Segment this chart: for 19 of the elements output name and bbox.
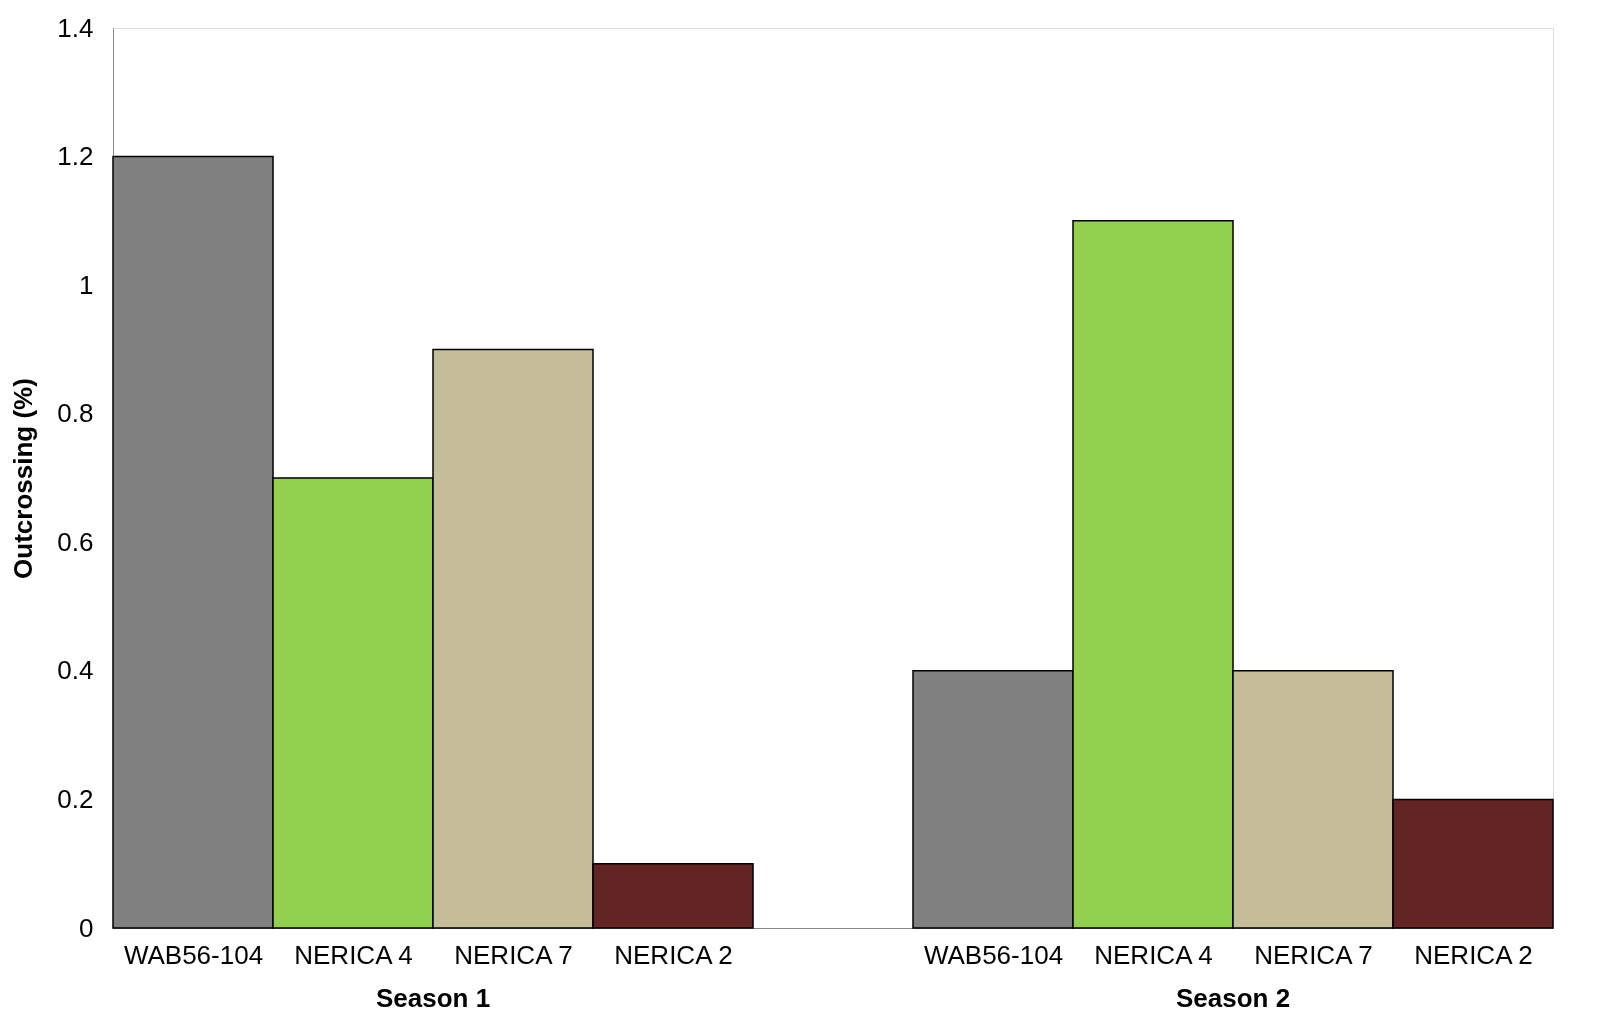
y-tick-label: 1.4	[57, 12, 94, 43]
text: Season 2	[1175, 983, 1291, 1013]
y-tick-label: 1.2	[57, 141, 94, 172]
y-axis-title: Outcrossing (%)	[8, 378, 39, 579]
y-tick-label: 1	[79, 269, 94, 300]
x-tick-label: NERICA 2	[1414, 939, 1533, 970]
y-tick-label: 0.4	[57, 655, 94, 686]
text: Season 1	[375, 983, 491, 1013]
y-tick-label: 0.6	[57, 526, 94, 557]
x-tick-label: NERICA 7	[1254, 939, 1373, 970]
x-tick-label: NERICA 4	[1094, 939, 1213, 970]
x-tick-label: NERICA 7	[454, 939, 573, 970]
x-tick-label: WAB56-104	[123, 939, 264, 970]
y-tick-label: 0.2	[57, 783, 94, 814]
y-tick-label: 0.8	[57, 398, 94, 429]
x-tick-label: NERICA 2	[614, 939, 733, 970]
x-tick-label: NERICA 4	[294, 939, 413, 970]
y-tick-label: 0	[79, 912, 94, 943]
x-tick-label: WAB56-104	[923, 939, 1064, 970]
